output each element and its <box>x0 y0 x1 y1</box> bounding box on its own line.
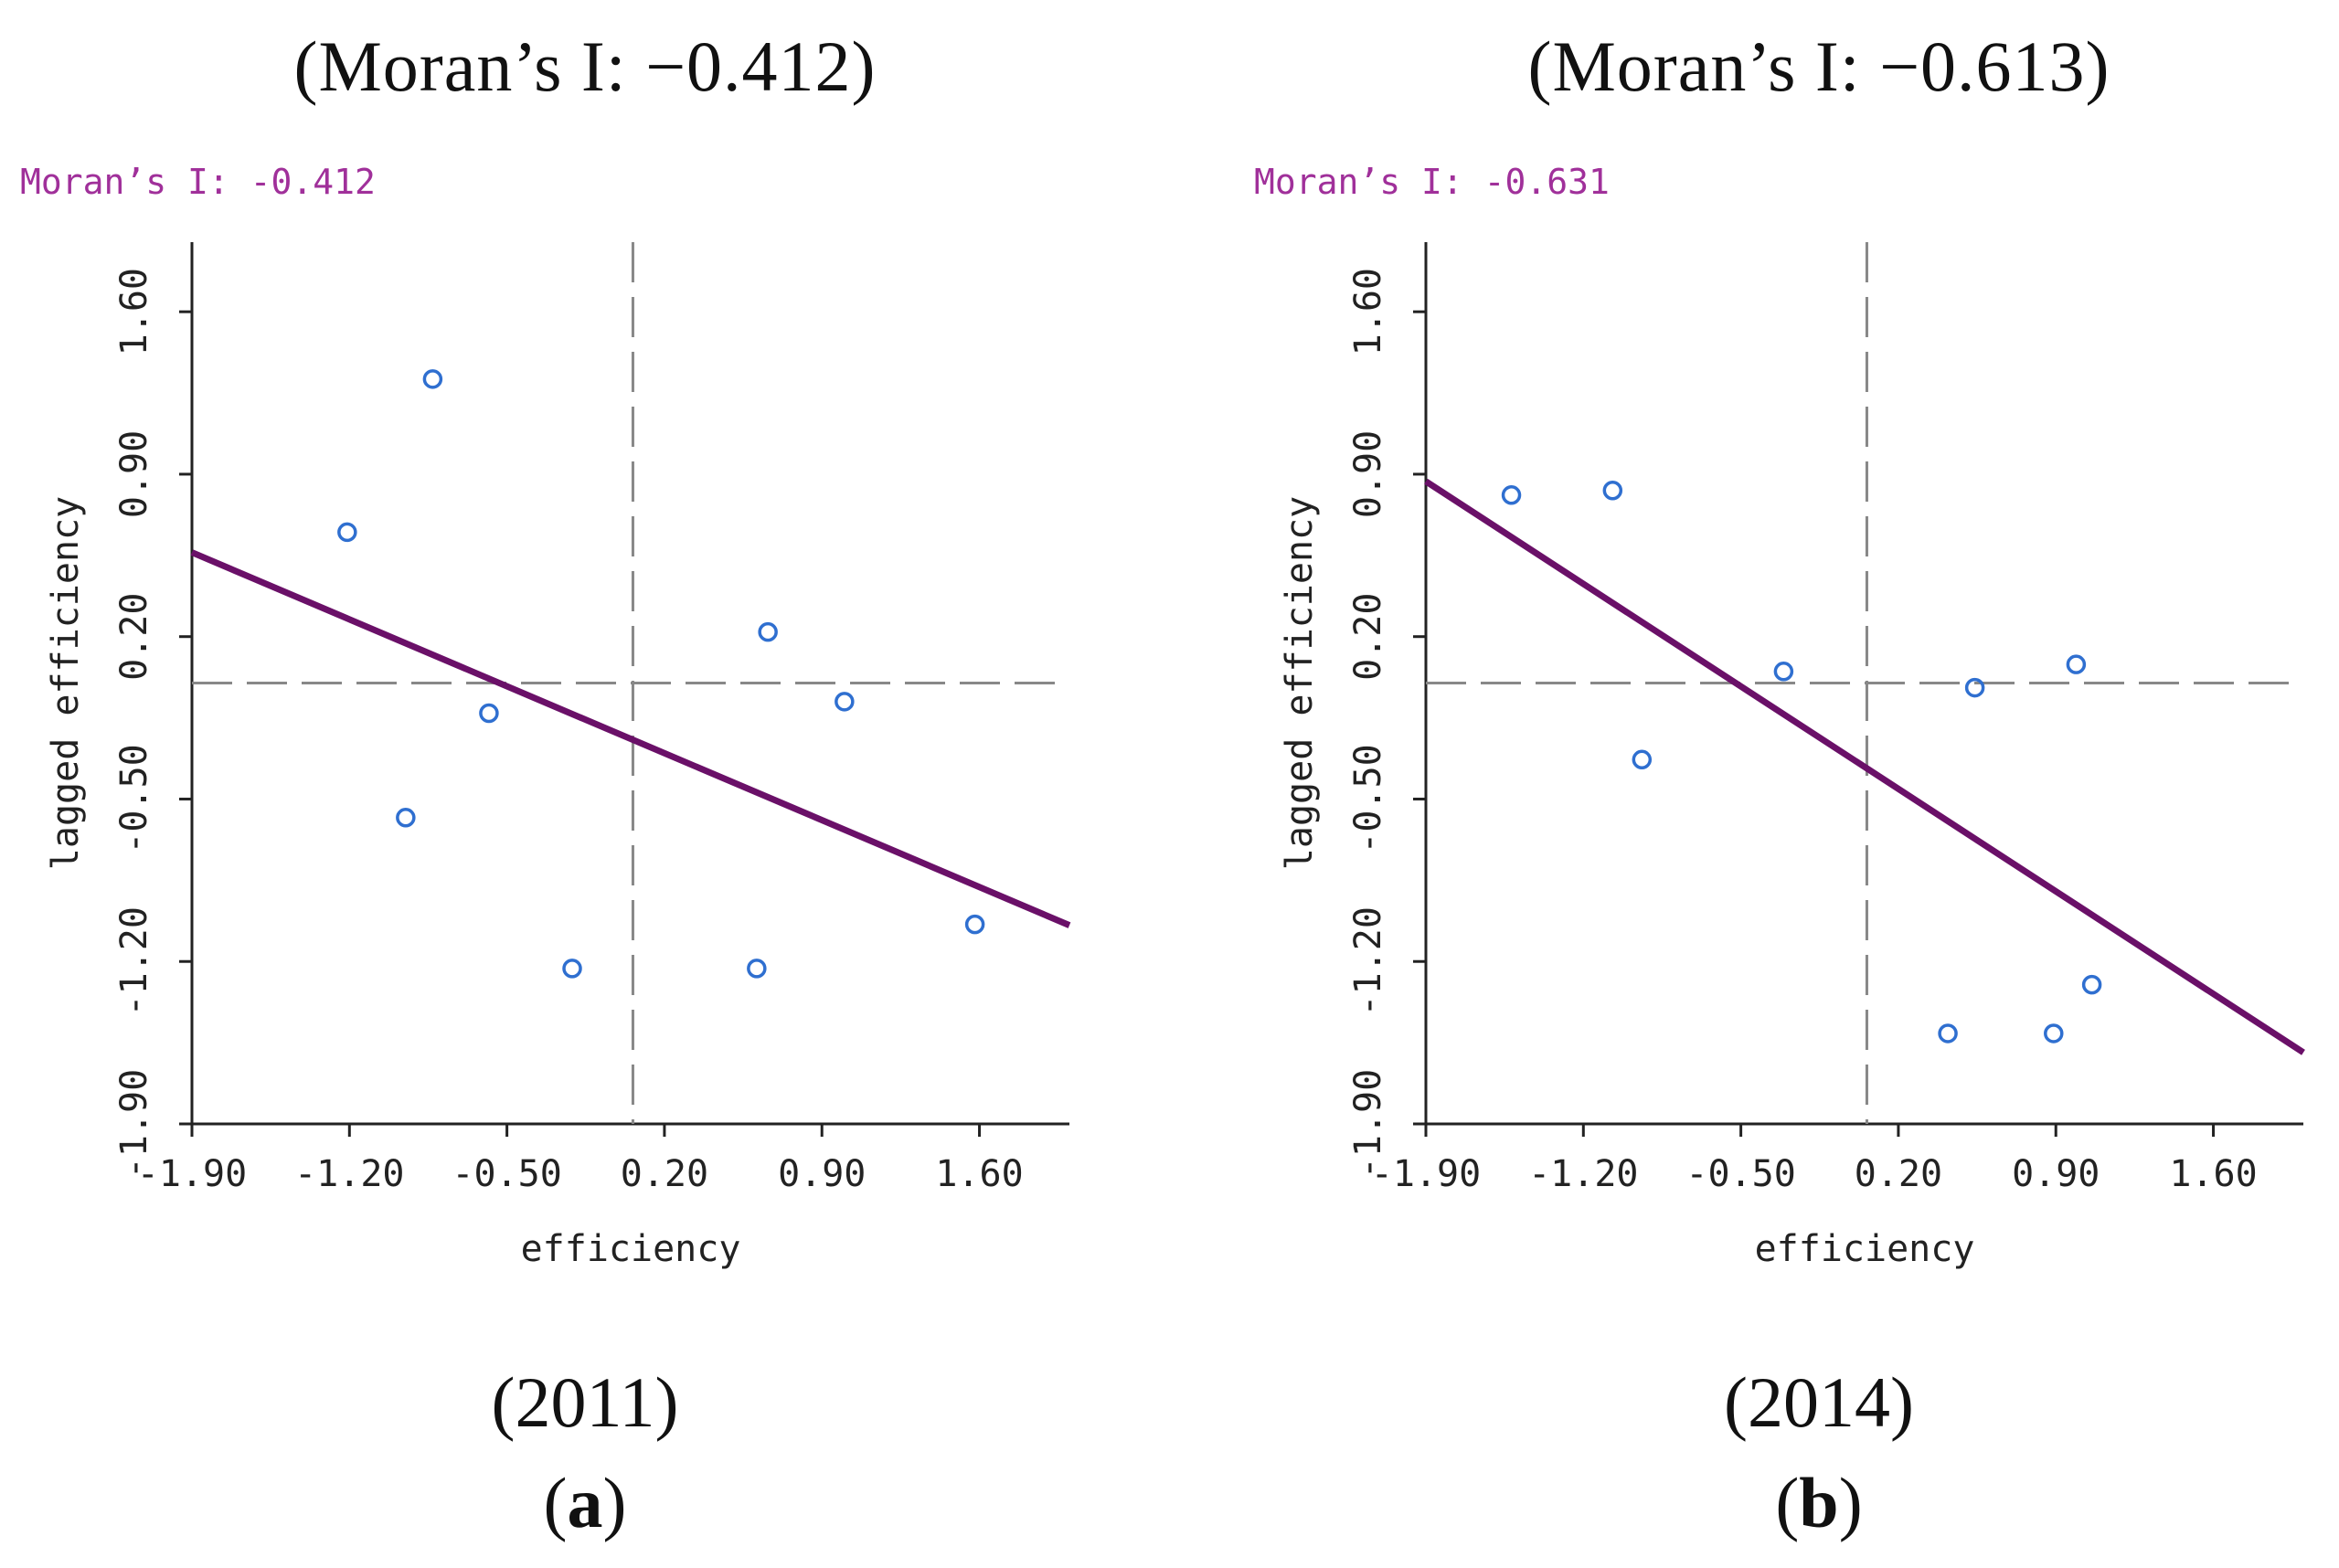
y-tick-label: 0.20 <box>113 593 155 681</box>
y-tick-label: 1.60 <box>1347 268 1389 355</box>
data-point <box>758 621 778 642</box>
panel-letter: (a) <box>543 1463 627 1542</box>
y-tick-label: -0.50 <box>1347 744 1389 853</box>
data-point <box>1602 480 1623 501</box>
y-tick-label: 1.60 <box>113 268 155 355</box>
regression-line <box>1424 478 2305 1055</box>
panel-title: (Moran’s I: −0.613) <box>1527 26 2110 106</box>
data-point <box>1964 677 1985 698</box>
data-point <box>1938 1023 1958 1044</box>
x-axis-label: efficiency <box>521 1228 741 1270</box>
data-point <box>479 703 499 724</box>
y-tick-label: 0.20 <box>1347 593 1389 681</box>
data-point <box>562 959 582 979</box>
y-axis-label: lagged efficiency <box>1279 496 1321 870</box>
panel-title: (Moran’s I: −0.412) <box>293 26 877 106</box>
x-tick-label: 0.20 <box>1855 1153 1942 1195</box>
x-tick-label: -0.50 <box>1685 1153 1795 1195</box>
x-tick-label: 0.90 <box>778 1153 866 1195</box>
data-point <box>1501 485 1522 505</box>
panel-year: (2014) <box>1724 1362 1914 1442</box>
y-tick-label: -1.90 <box>1347 1069 1389 1179</box>
data-point <box>337 522 357 543</box>
data-point <box>2044 1023 2064 1044</box>
y-tick-label: -0.50 <box>113 744 155 853</box>
y-tick-label: -1.90 <box>113 1069 155 1179</box>
x-tick-label: -1.90 <box>137 1153 247 1195</box>
y-axis-label: lagged efficiency <box>45 496 87 870</box>
panel-letter: (b) <box>1775 1463 1863 1542</box>
scatter-plot-b: Moran’s I: -0.631 -1.90 -1.20 -0.50 0.20 0.90… <box>1254 162 2305 1270</box>
inner-moran-label: Moran’s I: -0.412 <box>20 162 376 202</box>
data-point <box>2066 654 2087 674</box>
y-tick-label: 0.90 <box>1347 430 1389 518</box>
panel-year: (2011) <box>491 1362 679 1442</box>
data-point <box>1632 749 1653 770</box>
data-point <box>422 369 443 389</box>
y-tick-label: -1.20 <box>113 906 155 1016</box>
x-tick-label: 0.20 <box>621 1153 708 1195</box>
data-point <box>2081 974 2102 995</box>
panel-b: (Moran’s I: −0.613) Moran’s I: -0.631 -1.… <box>1234 0 2339 1568</box>
x-tick-label: 1.60 <box>935 1153 1023 1195</box>
data-point <box>747 959 767 979</box>
x-tick-label: -0.50 <box>452 1153 561 1195</box>
panel-a: (Moran’s I: −0.412) Moran’s I: -0.412 -1.… <box>20 26 1071 1542</box>
x-tick-label: -1.20 <box>1528 1153 1638 1195</box>
data-point <box>964 914 985 935</box>
inner-moran-label: Moran’s I: -0.631 <box>1254 162 1610 202</box>
panel-letter-text: a <box>567 1463 603 1542</box>
x-tick-label: 0.90 <box>2012 1153 2100 1195</box>
x-axis-label: efficiency <box>1755 1228 1975 1270</box>
x-tick-label: -1.20 <box>294 1153 404 1195</box>
panel-letter-text: b <box>1799 1463 1839 1542</box>
regression-line <box>190 549 1071 928</box>
data-point <box>835 692 855 712</box>
y-tick-label: -1.20 <box>1347 906 1389 1016</box>
x-tick-label: -1.90 <box>1371 1153 1481 1195</box>
x-tick-label: 1.60 <box>2169 1153 2257 1195</box>
data-point <box>396 808 416 828</box>
data-point <box>1773 662 1794 682</box>
scatter-plot-a: Moran’s I: -0.412 -1.90 -1.20 -0.50 0.20 0.90… <box>20 162 1071 1270</box>
y-tick-label: 0.90 <box>113 430 155 518</box>
